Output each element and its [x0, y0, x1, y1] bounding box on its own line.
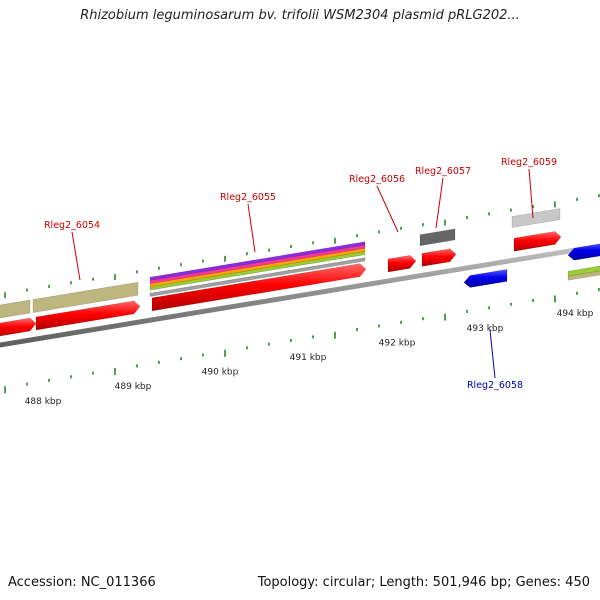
- forward-gene-arrow: [151, 263, 367, 312]
- forward-gene-arrow: [35, 300, 141, 331]
- tick-label: 491 kbp: [290, 353, 327, 363]
- feature-stripe: [149, 244, 366, 284]
- forward-gene-arrow: [513, 231, 562, 252]
- feature-block: [32, 281, 139, 313]
- topology-summary: Topology: circular; Length: 501,946 bp; …: [257, 575, 590, 590]
- feature-stripe: [149, 251, 366, 291]
- feature-block: [567, 265, 600, 277]
- feature-stripe: [149, 254, 366, 294]
- tick-label: 489 kbp: [115, 382, 152, 392]
- gene-label: Rleg2_6057: [415, 166, 471, 177]
- tick-label: 488 kbp: [25, 397, 62, 407]
- accession-label: Accession: NC_011366: [8, 575, 156, 590]
- feature-block: [0, 299, 31, 319]
- forward-gene-arrow: [387, 255, 417, 273]
- gene-label-leader: [435, 177, 444, 229]
- tick-label: 492 kbp: [379, 338, 416, 348]
- gene-label: Rleg2_6054: [44, 220, 100, 231]
- reverse-gene-arrow: [463, 269, 508, 288]
- feature-block: [511, 208, 561, 228]
- gene-label: Rleg2_6056: [349, 174, 405, 185]
- backbone: [0, 243, 600, 348]
- gene-label-leader: [489, 329, 496, 379]
- gene-label: Rleg2_6055: [220, 192, 276, 203]
- feature-stripe: [149, 247, 366, 288]
- gene-label: Rleg2_6058: [467, 380, 523, 391]
- gene-label: Rleg2_6059: [501, 157, 557, 168]
- forward-gene-arrow: [0, 317, 37, 337]
- feature-stripe: [149, 257, 366, 297]
- tick-label: 493 kbp: [467, 324, 504, 334]
- gene-label-leader: [528, 168, 534, 219]
- reverse-gene-arrow: [567, 243, 600, 261]
- feature-block: [419, 228, 456, 246]
- gene-label-leader: [71, 231, 81, 281]
- map-title: Rhizobium leguminosarum bv. trifolii WSM…: [80, 8, 520, 23]
- forward-gene-arrow: [421, 248, 457, 267]
- feature-block: [567, 270, 600, 281]
- gene-label-leader: [247, 203, 256, 253]
- feature-stripe: [149, 241, 366, 281]
- tick-label: 494 kbp: [557, 309, 594, 319]
- gene-label-leader: [376, 185, 399, 233]
- tick-label: 490 kbp: [202, 368, 239, 378]
